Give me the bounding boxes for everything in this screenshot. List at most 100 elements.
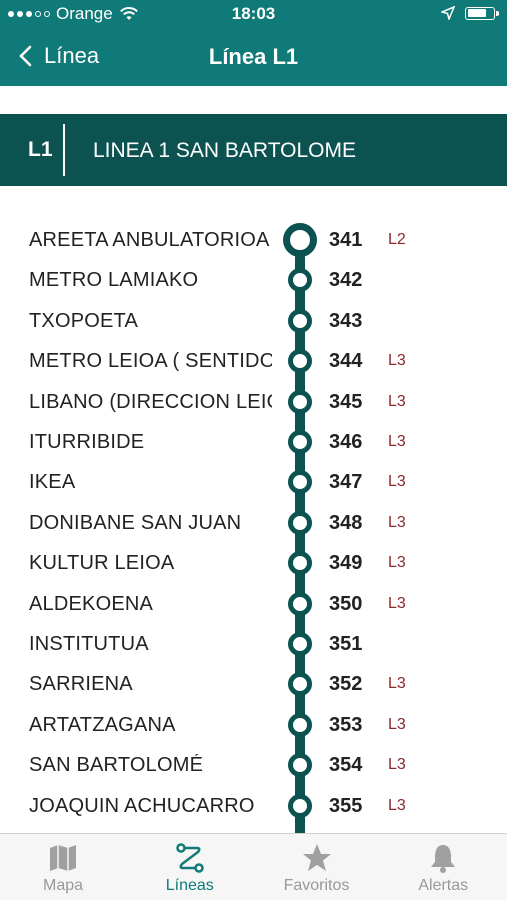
stop-row[interactable]: ITURRIBIDE 346 L3 [0, 422, 507, 462]
stop-marker-icon [288, 510, 312, 535]
stop-name: ITURRIBIDE [29, 431, 145, 453]
back-label: Línea [44, 43, 100, 68]
stop-row[interactable]: IKEA 347 L3 [0, 462, 507, 502]
signal-strength-icon [8, 11, 50, 17]
bell-icon [380, 842, 506, 874]
connection-badge: L3 [388, 473, 406, 491]
stops-list: AREETA ANBULATORIOA 341 L2 METRO LAMIAKO 342… [0, 200, 507, 833]
tab-alertas[interactable]: Alertas [380, 834, 506, 901]
stop-name: SAN BARTOLOMÉ [29, 754, 204, 777]
stop-name: METRO LAMIAKO [29, 269, 199, 292]
carrier-info: Orange [8, 4, 139, 24]
tab-favoritos[interactable]: Favoritos [254, 834, 380, 901]
tab-lineas[interactable]: Líneas [127, 834, 253, 901]
tab-label: Mapa [42, 877, 84, 894]
battery-icon [465, 6, 499, 20]
stop-name: IKEA [29, 471, 76, 494]
stop-number: 347 [329, 471, 363, 494]
status-bar: Orange 18:03 [0, 0, 507, 28]
stop-number: 355 [329, 794, 363, 817]
page-title: Línea L1 [208, 44, 299, 69]
stop-marker-icon [288, 268, 312, 293]
stop-marker-icon [288, 672, 312, 697]
stop-row[interactable]: ARTATZAGANA 353 L3 [0, 705, 507, 745]
stop-marker-icon [288, 712, 312, 737]
stop-marker-icon [283, 223, 317, 257]
stop-number: 352 [329, 673, 363, 696]
stop-marker-icon [288, 551, 312, 576]
stop-name: JOAQUIN ACHUCARRO [29, 794, 255, 817]
stop-number: 350 [329, 592, 363, 615]
stop-row[interactable]: TXOPOETA 343 [0, 301, 507, 341]
connection-badge: L3 [388, 513, 406, 531]
stop-row[interactable]: INSTITUTUA 351 [0, 624, 507, 664]
stop-row[interactable]: SARRIENA 352 L3 [0, 664, 507, 704]
tab-label: Alertas [418, 877, 469, 894]
back-button[interactable]: Línea [18, 43, 99, 69]
stop-name: KULTUR LEIOA [29, 552, 175, 575]
line-name: LINEA 1 SAN BARTOLOME [93, 139, 356, 162]
stop-number: 343 [329, 309, 363, 332]
stop-name: AREETA ANBULATORIOA [29, 229, 270, 251]
stop-number: 344 [329, 350, 363, 373]
stop-marker-icon [288, 430, 312, 454]
location-arrow-icon [441, 6, 455, 20]
stop-marker-icon [288, 753, 312, 778]
stop-name: ALDEKOENA [29, 592, 154, 615]
stop-row[interactable]: JOAQUIN ACHUCARRO 355 L3 [0, 786, 507, 826]
stop-row[interactable]: METRO LAMIAKO 342 [0, 260, 507, 300]
stop-name: ARTATZAGANA [29, 713, 176, 736]
stop-marker-icon [288, 470, 312, 495]
navigation-bar: Línea Línea L1 [0, 28, 507, 86]
connection-badge: L2 [388, 231, 406, 248]
stop-number: 342 [329, 269, 363, 292]
stop-number: 351 [329, 633, 363, 655]
stop-row[interactable]: KULTUR LEIOA 349 L3 [0, 543, 507, 583]
stop-marker-icon [288, 389, 312, 414]
tab-label: Líneas [165, 877, 214, 894]
stop-marker-icon [288, 591, 312, 616]
stop-name: LIBANO (DIRECCION LEIOA [29, 390, 272, 413]
stop-number: 346 [329, 431, 363, 453]
connection-badge: L3 [388, 715, 406, 733]
stop-marker-icon [288, 308, 312, 333]
stop-row[interactable]: AREETA ANBULATORIOA 341 L2 [0, 220, 507, 260]
connection-badge: L3 [388, 675, 406, 693]
status-right [441, 6, 499, 20]
stop-name: METRO LEIOA ( SENTIDO [29, 350, 272, 373]
stop-name: DONIBANE SAN JUAN [29, 511, 242, 534]
line-code: L1 [28, 138, 53, 161]
stop-marker-icon [288, 349, 312, 374]
stop-name: TXOPOETA [29, 309, 139, 332]
stop-number: 349 [329, 552, 363, 575]
stop-row[interactable]: ALDEKOENA 350 L3 [0, 584, 507, 624]
status-time: 18:03 [231, 4, 276, 23]
stop-number: 354 [329, 754, 363, 777]
connection-badge: L3 [388, 352, 406, 370]
stop-name: SARRIENA [29, 673, 133, 696]
connection-badge: L3 [388, 554, 406, 572]
stop-number: 341 [329, 229, 363, 251]
connection-badge: L3 [388, 392, 406, 410]
star-icon [254, 842, 380, 874]
map-icon [0, 842, 126, 874]
connection-badge: L3 [388, 594, 406, 612]
tab-bar: Mapa Líneas Favoritos Alertas [0, 833, 507, 900]
stop-name: INSTITUTUA [29, 633, 149, 655]
stop-row[interactable]: METRO LEIOA ( SENTIDO 344 L3 [0, 341, 507, 381]
wifi-icon [119, 7, 138, 20]
stop-row[interactable]: SAN BARTOLOMÉ 354 L3 [0, 745, 507, 785]
stop-row[interactable]: LIBANO (DIRECCION LEIOA 345 L3 [0, 382, 507, 422]
connection-badge: L3 [388, 796, 406, 814]
line-header: L1 LINEA 1 SAN BARTOLOME [0, 114, 507, 186]
route-icon [127, 842, 253, 874]
route-track [295, 240, 305, 833]
divider [63, 124, 65, 176]
stop-marker-icon [288, 632, 312, 656]
tab-mapa[interactable]: Mapa [0, 834, 126, 901]
connection-badge: L3 [388, 756, 406, 774]
stop-row[interactable]: DONIBANE SAN JUAN 348 L3 [0, 503, 507, 543]
connection-badge: L3 [388, 433, 406, 450]
stop-marker-icon [288, 793, 312, 818]
stop-number: 345 [329, 390, 363, 413]
